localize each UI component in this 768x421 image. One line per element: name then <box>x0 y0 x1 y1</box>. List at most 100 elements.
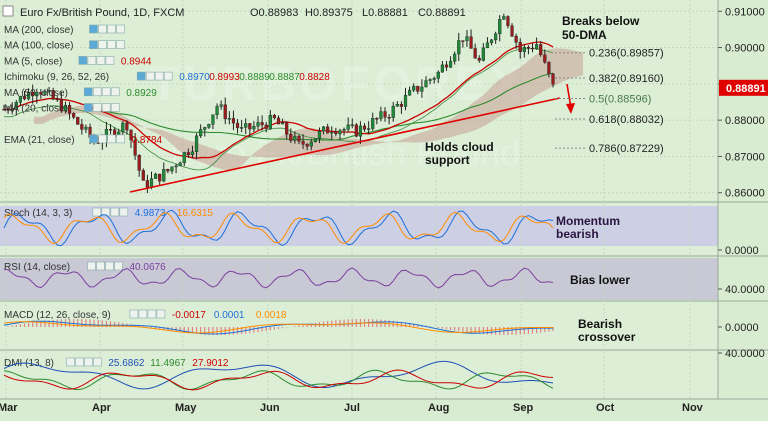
x-axis-month-label: May <box>175 402 197 414</box>
gear-icon[interactable] <box>92 103 102 112</box>
candle-body <box>280 122 285 125</box>
indicator-value: 0.8784 <box>132 135 163 146</box>
fib-label: 0.618(0.88032) <box>589 114 664 126</box>
rsi-value: 40.0676 <box>130 262 167 273</box>
gear-icon[interactable] <box>98 40 107 50</box>
plus-icon[interactable] <box>93 357 102 367</box>
candle-body <box>383 111 387 118</box>
candle-body <box>149 178 154 188</box>
annotation-momentum: Momentum bearish <box>556 214 620 241</box>
collapse-icon[interactable] <box>2 5 14 17</box>
eye-icon[interactable] <box>66 357 75 367</box>
plus-icon[interactable] <box>114 261 123 271</box>
indicator-value: 0.8887 <box>269 72 300 83</box>
panel-tick-label: 40.0000 <box>725 348 765 360</box>
eye-icon[interactable] <box>92 207 102 217</box>
watermark: TURBOFOREX Euro Fx/British Pound <box>150 58 522 173</box>
eye-icon[interactable] <box>89 24 98 34</box>
plus-icon[interactable] <box>119 207 129 217</box>
eye-icon[interactable] <box>87 261 96 271</box>
plus-icon[interactable] <box>116 134 125 144</box>
eye-icon[interactable] <box>83 87 93 97</box>
dmi-value: 25.6862 <box>108 358 145 369</box>
fib-label: 0.382(0.89160) <box>589 73 664 85</box>
gear-icon[interactable] <box>87 56 97 65</box>
candle-body <box>51 90 55 100</box>
close-icon[interactable] <box>107 24 116 34</box>
macd-value: 0.0001 <box>214 310 245 321</box>
candle-body <box>334 131 338 135</box>
x-axis-month-label: Sep <box>513 402 533 414</box>
candle-body <box>186 152 190 155</box>
candle-body <box>506 16 510 26</box>
indicator-value: 0.8889 <box>239 72 270 83</box>
x-axis-month-label: Mar <box>0 402 18 414</box>
plus-icon[interactable] <box>105 56 115 65</box>
close-icon[interactable] <box>147 309 157 319</box>
candle-body <box>457 40 461 55</box>
candle-body <box>481 47 485 61</box>
eye-icon[interactable] <box>129 309 139 319</box>
ohlc-high: H0.89375 <box>305 7 353 19</box>
candle-body <box>84 126 88 130</box>
candle-body <box>153 173 158 179</box>
plus-icon[interactable] <box>110 103 120 112</box>
candle-body <box>203 127 207 130</box>
candle-body <box>305 144 309 147</box>
close-icon[interactable] <box>84 357 93 367</box>
price-tick-label: 0.87000 <box>725 151 765 163</box>
close-icon[interactable] <box>154 71 164 81</box>
close-icon[interactable] <box>110 207 120 217</box>
candle-body <box>444 64 449 68</box>
eye-icon[interactable] <box>78 56 88 65</box>
gear-icon[interactable] <box>98 134 107 144</box>
gear-icon[interactable] <box>138 309 148 319</box>
gear-icon[interactable] <box>101 207 111 217</box>
fib-label: 0.5(0.88596) <box>589 94 651 106</box>
macd-signal-line <box>3 321 554 334</box>
candle-body <box>403 94 408 107</box>
panel-tick-label: 0.0000 <box>725 322 759 334</box>
gear-icon[interactable] <box>75 357 84 367</box>
gear-icon[interactable] <box>92 87 102 97</box>
candle-body <box>326 126 330 134</box>
gear-icon[interactable] <box>145 71 155 81</box>
candle-body <box>338 130 342 135</box>
close-icon[interactable] <box>96 56 106 65</box>
ohlc-low: L0.88881 <box>362 7 408 19</box>
eye-icon[interactable] <box>136 71 146 81</box>
candle-body <box>391 105 395 118</box>
x-axis-month-label: Apr <box>92 402 112 414</box>
candle-body <box>272 115 277 119</box>
close-icon[interactable] <box>105 261 114 271</box>
eye-icon[interactable] <box>89 40 98 50</box>
indicator-label: Ichimoku (9, 26, 52, 26) <box>4 72 109 83</box>
plus-icon[interactable] <box>116 40 125 50</box>
candle-body <box>330 131 334 134</box>
eye-icon[interactable] <box>89 134 98 144</box>
candle-body <box>432 78 436 80</box>
gear-icon[interactable] <box>96 261 105 271</box>
candle-body <box>121 122 125 133</box>
candle-body <box>231 118 236 124</box>
plus-icon[interactable] <box>110 87 120 97</box>
plus-icon[interactable] <box>116 24 125 34</box>
plus-icon[interactable] <box>163 71 173 81</box>
candle-body <box>412 85 416 91</box>
candle-body <box>260 122 264 126</box>
candle-body <box>440 64 444 73</box>
close-icon[interactable] <box>107 40 116 50</box>
candle-body <box>420 86 424 92</box>
candle-body <box>207 124 211 128</box>
candle-body <box>469 36 473 49</box>
candle-body <box>416 85 420 92</box>
gear-icon[interactable] <box>98 24 107 34</box>
close-icon[interactable] <box>101 103 111 112</box>
plus-icon[interactable] <box>156 309 166 319</box>
candle-body <box>321 126 326 132</box>
eye-icon[interactable] <box>83 103 93 112</box>
close-icon[interactable] <box>101 87 111 97</box>
close-icon[interactable] <box>107 134 116 144</box>
